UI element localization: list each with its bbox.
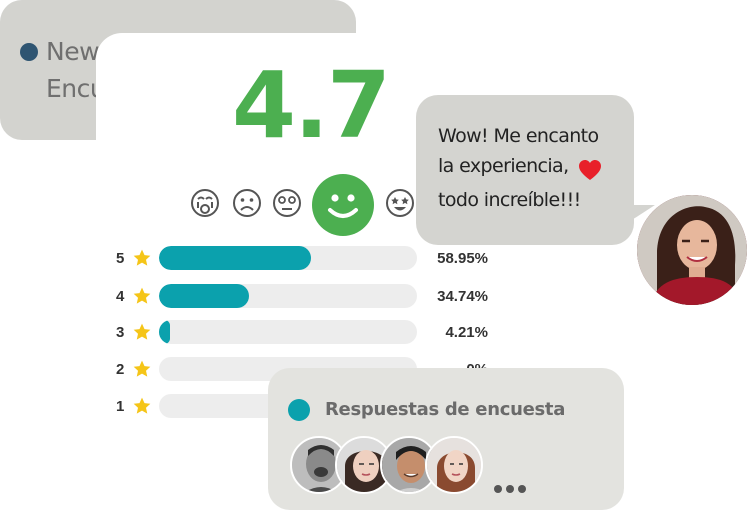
rating-bar-track bbox=[159, 284, 417, 308]
review-text-line2: la experiencia, bbox=[438, 155, 569, 177]
survey-responses-title: Respuestas de encuesta bbox=[325, 399, 566, 420]
rating-row-percent: 4.21% bbox=[445, 324, 488, 341]
respondent-avatar-2 bbox=[335, 436, 393, 494]
review-bubble: Wow! Me encanto la experiencia, todo inc… bbox=[416, 95, 655, 245]
rating-bar-fill bbox=[159, 246, 312, 270]
status-dot bbox=[288, 399, 310, 421]
rating-row-stars: 1 bbox=[116, 398, 125, 415]
frowning-face-icon[interactable] bbox=[232, 188, 262, 218]
star-icon bbox=[133, 287, 151, 304]
rating-row-5: 5 58.95% bbox=[116, 246, 516, 272]
smiling-face-icon[interactable] bbox=[312, 174, 374, 236]
respondent-avatar-4 bbox=[425, 436, 483, 494]
rating-bar-fill bbox=[159, 320, 170, 344]
status-dot bbox=[20, 43, 38, 61]
crying-face-icon[interactable] bbox=[190, 188, 220, 218]
face-rating-selector bbox=[188, 170, 428, 236]
rating-row-stars: 2 bbox=[116, 361, 125, 378]
survey-responses-card: Respuestas de encuesta bbox=[268, 368, 624, 510]
rating-row-percent: 34.74% bbox=[437, 288, 488, 305]
review-text-line1: Wow! Me encanto bbox=[438, 125, 599, 147]
star-icon bbox=[133, 360, 151, 377]
star-struck-face-icon[interactable] bbox=[385, 188, 415, 218]
rating-row-percent: 58.95% bbox=[437, 250, 488, 267]
rating-bar-track bbox=[159, 246, 417, 270]
rating-row-stars: 5 bbox=[116, 250, 125, 267]
rating-row-3: 3 4.21% bbox=[116, 320, 516, 346]
back-card-title-line2: Encu bbox=[46, 74, 106, 103]
rating-bar-fill bbox=[159, 284, 249, 308]
reviewer-avatar bbox=[637, 195, 747, 305]
rating-row-stars: 3 bbox=[116, 324, 125, 341]
star-icon bbox=[133, 323, 151, 340]
rating-score: 4.7 bbox=[232, 52, 391, 159]
star-icon bbox=[133, 249, 151, 266]
dizzy-face-icon[interactable] bbox=[272, 188, 302, 218]
more-respondents-ellipsis[interactable] bbox=[494, 480, 530, 498]
rating-row-4: 4 34.74% bbox=[116, 284, 516, 310]
rating-bar-track bbox=[159, 320, 417, 344]
heart-icon bbox=[579, 160, 601, 180]
rating-row-stars: 4 bbox=[116, 288, 125, 305]
star-icon bbox=[133, 397, 151, 414]
back-card-title-line1: New bbox=[46, 37, 100, 66]
review-text-line3: todo increíble!!! bbox=[438, 189, 581, 211]
respondent-avatar-3 bbox=[380, 436, 438, 494]
